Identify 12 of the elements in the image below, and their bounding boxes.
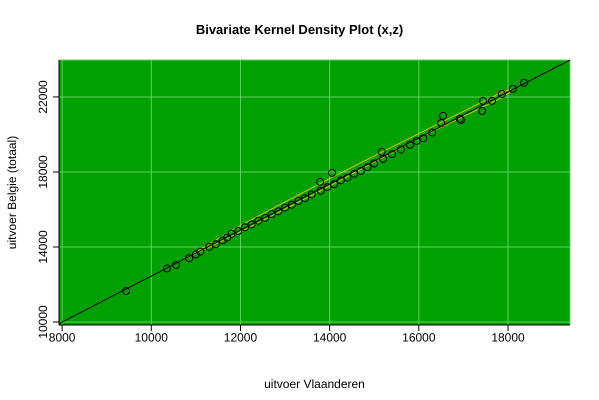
x-tick-label: 18000 [491,330,526,345]
y-tick-label: 18000 [36,154,50,189]
x-tick-label: 16000 [402,330,436,345]
y-tick-label: 14000 [36,230,50,264]
x-tick-label: 8000 [48,330,76,345]
x-tick-label: 12000 [224,330,258,345]
y-tick-label: 22000 [36,80,50,114]
y-axis-title: uitvoer Belgie (totaal) [5,136,19,250]
x-tick-label: 14000 [312,330,347,345]
x-tick-label: 10000 [134,330,168,345]
x-axis-title: uitvoer Vlaanderen [264,377,365,391]
chart-title: Bivariate Kernel Density Plot (x,z) [194,22,404,37]
